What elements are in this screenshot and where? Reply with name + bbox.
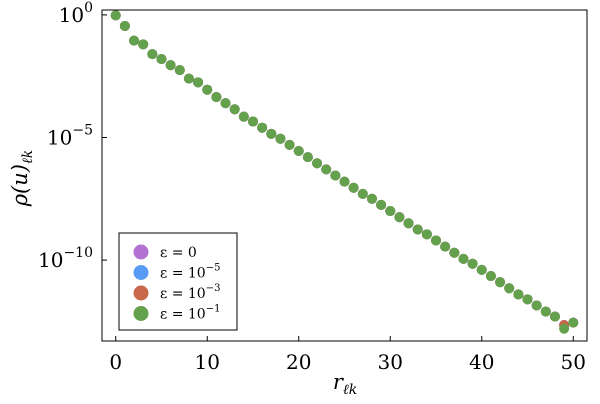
data-point bbox=[504, 283, 515, 294]
legend-label: ε = 0 bbox=[160, 245, 197, 261]
legend-label: ε = 10−3 bbox=[160, 283, 220, 302]
data-point bbox=[339, 176, 350, 187]
x-tick-label: 10 bbox=[195, 350, 220, 374]
data-point bbox=[394, 212, 405, 223]
data-point bbox=[156, 54, 167, 65]
data-point bbox=[183, 73, 194, 84]
data-point bbox=[202, 84, 213, 95]
y-tick-label: 100 bbox=[59, 0, 93, 27]
data-point bbox=[366, 193, 377, 204]
data-point bbox=[540, 306, 551, 317]
data-point bbox=[129, 35, 140, 46]
x-tick-label: 40 bbox=[469, 350, 494, 374]
legend-label: ε = 10−5 bbox=[160, 263, 220, 282]
data-point bbox=[376, 199, 387, 210]
data-point bbox=[321, 164, 332, 175]
data-point bbox=[421, 229, 432, 240]
data-point bbox=[257, 122, 268, 133]
data-point bbox=[495, 277, 506, 288]
data-point bbox=[238, 111, 249, 122]
data-point bbox=[385, 206, 396, 217]
data-point bbox=[513, 289, 524, 300]
x-tick-label: 30 bbox=[378, 350, 403, 374]
data-point bbox=[147, 49, 158, 60]
data-point bbox=[110, 10, 121, 21]
data-point bbox=[467, 258, 478, 269]
x-tick-label: 20 bbox=[286, 350, 311, 374]
y-axis-label: ρ(u)ℓk bbox=[8, 150, 36, 208]
data-point bbox=[275, 133, 286, 144]
data-point bbox=[220, 98, 231, 109]
data-point bbox=[522, 294, 533, 305]
x-tick-label: 50 bbox=[561, 350, 586, 374]
data-point bbox=[284, 139, 295, 150]
data-point bbox=[348, 182, 359, 193]
data-point bbox=[412, 224, 423, 235]
data-point bbox=[485, 271, 496, 282]
y-axis-ticks: 100 10−5 10−10 bbox=[38, 0, 107, 272]
y-tick-label: 10−5 bbox=[47, 122, 93, 149]
data-point bbox=[568, 317, 579, 328]
data-point bbox=[449, 247, 460, 258]
legend-marker bbox=[133, 285, 149, 301]
data-point bbox=[165, 60, 176, 71]
data-point bbox=[211, 92, 222, 103]
data-point bbox=[302, 152, 313, 163]
data-point bbox=[293, 145, 304, 156]
data-point bbox=[312, 158, 323, 169]
data-point bbox=[229, 104, 240, 115]
legend-marker bbox=[133, 265, 149, 280]
legend-marker bbox=[133, 306, 149, 321]
data-point bbox=[403, 218, 414, 229]
data-point bbox=[138, 39, 149, 50]
data-point bbox=[559, 323, 570, 334]
data-point bbox=[458, 253, 469, 264]
legend-marker bbox=[133, 244, 149, 260]
y-tick-label: 10−10 bbox=[38, 245, 93, 272]
data-point bbox=[330, 170, 341, 181]
data-point bbox=[357, 188, 368, 199]
data-point bbox=[174, 65, 185, 76]
data-point bbox=[266, 128, 277, 139]
legend: ε = 0 ε = 10−5ε = 10−3 ε = 10−1 bbox=[118, 232, 238, 331]
x-tick-label: 0 bbox=[109, 350, 122, 374]
data-points bbox=[110, 10, 579, 334]
x-axis-ticks: 0 10 20 30 40 50 bbox=[109, 336, 586, 374]
data-point bbox=[476, 264, 487, 275]
data-point bbox=[119, 20, 130, 31]
data-point bbox=[549, 311, 560, 322]
data-point bbox=[431, 235, 442, 246]
legend-label: ε = 10−1 bbox=[160, 304, 220, 323]
data-point bbox=[193, 77, 204, 88]
plot-frame bbox=[101, 9, 588, 342]
x-axis-label: rℓk bbox=[333, 370, 357, 398]
data-point bbox=[531, 300, 542, 311]
data-point bbox=[440, 241, 451, 252]
data-point bbox=[247, 116, 258, 127]
